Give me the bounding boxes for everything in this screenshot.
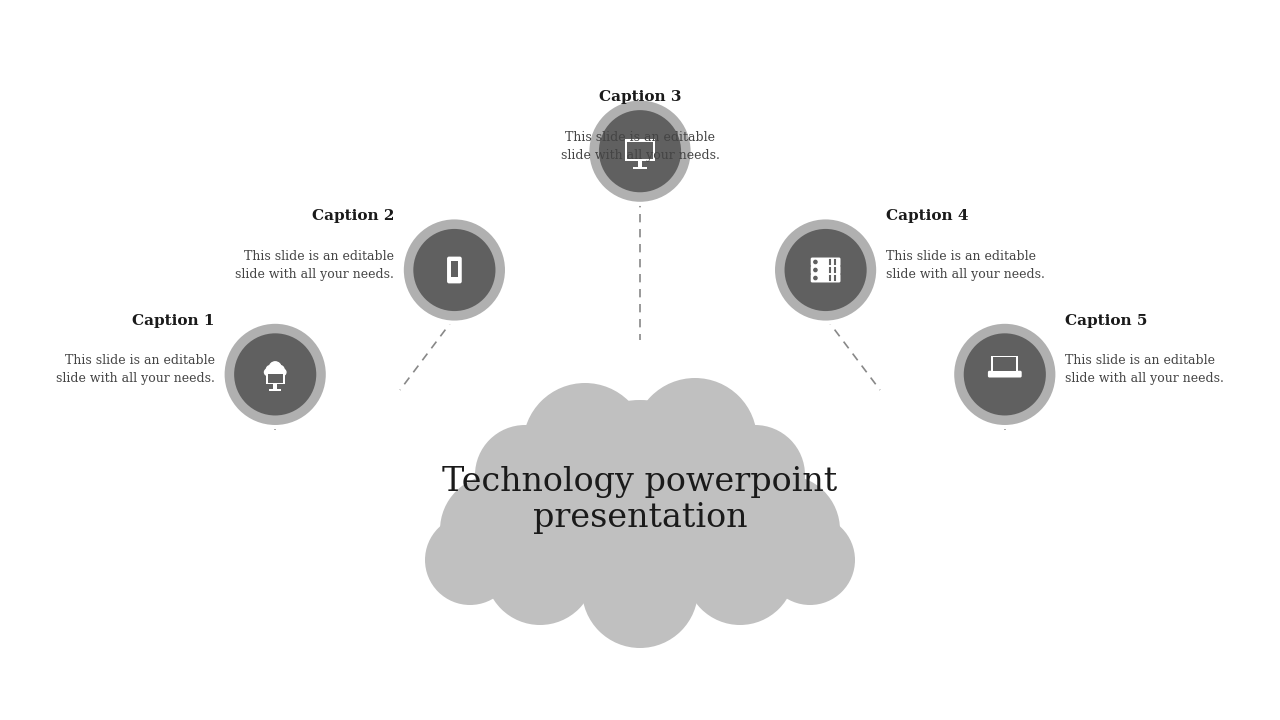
Circle shape — [475, 425, 575, 525]
Circle shape — [634, 378, 756, 502]
Circle shape — [269, 362, 282, 374]
Circle shape — [646, 437, 783, 573]
Bar — [993, 356, 1016, 371]
Circle shape — [497, 437, 634, 573]
Bar — [268, 374, 283, 383]
Circle shape — [265, 369, 271, 375]
Text: Caption 5: Caption 5 — [1065, 313, 1147, 328]
Bar — [266, 373, 284, 384]
FancyBboxPatch shape — [988, 371, 1021, 377]
Text: Caption 2: Caption 2 — [312, 209, 394, 223]
Circle shape — [545, 455, 655, 565]
Text: Caption 1: Caption 1 — [132, 313, 215, 328]
Bar — [274, 384, 276, 389]
Circle shape — [485, 515, 595, 625]
Circle shape — [785, 229, 867, 311]
Circle shape — [223, 322, 328, 427]
Text: Caption 3: Caption 3 — [599, 90, 681, 104]
Text: This slide is an editable
slide with all your needs.: This slide is an editable slide with all… — [1065, 354, 1224, 385]
Bar — [451, 261, 458, 276]
Circle shape — [599, 110, 681, 192]
Circle shape — [425, 515, 515, 605]
FancyBboxPatch shape — [810, 266, 841, 274]
Circle shape — [234, 333, 316, 415]
Circle shape — [685, 515, 795, 625]
Bar — [632, 167, 648, 169]
Circle shape — [570, 475, 710, 615]
Circle shape — [440, 475, 550, 585]
Circle shape — [276, 366, 284, 374]
FancyBboxPatch shape — [810, 274, 841, 282]
Bar — [269, 389, 282, 391]
Circle shape — [588, 99, 692, 204]
Bar — [637, 161, 643, 167]
Circle shape — [266, 366, 274, 374]
Text: Technology powerpoint
presentation: Technology powerpoint presentation — [443, 466, 837, 534]
Text: This slide is an editable
slide with all your needs.: This slide is an editable slide with all… — [886, 250, 1044, 281]
Circle shape — [814, 276, 817, 279]
Circle shape — [625, 455, 735, 565]
Circle shape — [582, 532, 698, 648]
Circle shape — [730, 475, 840, 585]
Text: Caption 4: Caption 4 — [886, 209, 969, 223]
FancyBboxPatch shape — [810, 258, 841, 266]
Bar — [625, 139, 655, 161]
Circle shape — [952, 322, 1057, 427]
Text: This slide is an editable
slide with all your needs.: This slide is an editable slide with all… — [236, 250, 394, 281]
Circle shape — [413, 229, 495, 311]
FancyBboxPatch shape — [447, 256, 462, 284]
Circle shape — [814, 261, 817, 264]
Circle shape — [773, 217, 878, 323]
Text: This slide is an editable
slide with all your needs.: This slide is an editable slide with all… — [561, 131, 719, 162]
Circle shape — [814, 269, 817, 271]
Text: This slide is an editable
slide with all your needs.: This slide is an editable slide with all… — [56, 354, 215, 385]
Circle shape — [402, 217, 507, 323]
Circle shape — [550, 400, 730, 580]
Circle shape — [705, 425, 805, 525]
Bar — [992, 356, 1018, 373]
Circle shape — [765, 515, 855, 605]
Circle shape — [524, 383, 646, 507]
Bar — [627, 143, 653, 159]
Circle shape — [279, 369, 285, 375]
Circle shape — [964, 333, 1046, 415]
